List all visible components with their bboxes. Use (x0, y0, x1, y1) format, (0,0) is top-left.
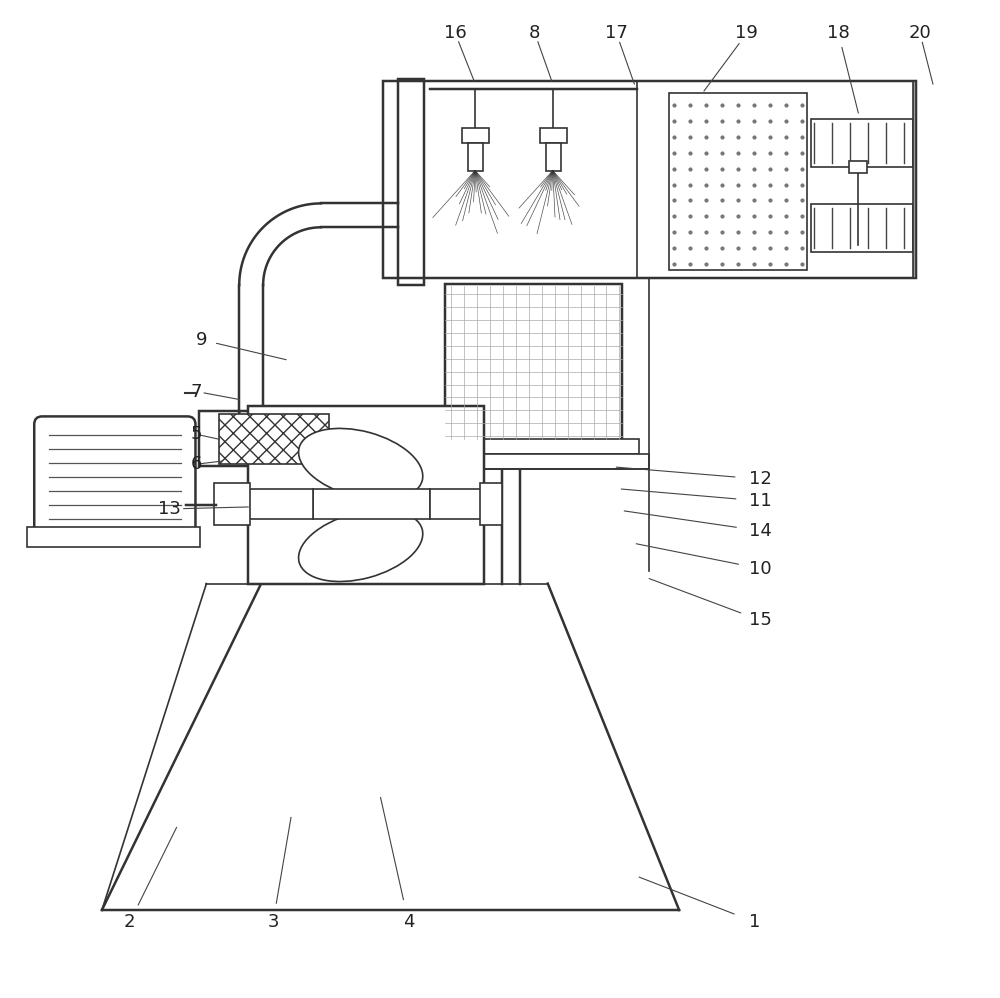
Bar (313, 489, 430, 519)
Bar (248, 406, 484, 584)
Bar (430, 489, 482, 519)
Text: 9: 9 (196, 330, 207, 348)
Text: 6: 6 (191, 455, 202, 473)
Bar (214, 483, 250, 525)
Bar (248, 489, 313, 519)
FancyBboxPatch shape (34, 416, 195, 539)
Text: 10: 10 (749, 560, 772, 578)
Text: 5: 5 (191, 425, 202, 443)
Text: 17: 17 (605, 24, 628, 42)
Bar (540, 128, 567, 143)
Bar (418, 454, 649, 469)
Bar (383, 81, 916, 278)
Text: 20: 20 (909, 24, 931, 42)
Text: 4: 4 (403, 913, 414, 931)
Text: 2: 2 (124, 913, 136, 931)
Text: 1: 1 (749, 913, 760, 931)
Bar (445, 284, 622, 441)
Bar (199, 411, 446, 466)
Bar (546, 143, 561, 171)
Bar (849, 161, 867, 173)
Ellipse shape (299, 428, 423, 500)
Bar (669, 93, 807, 270)
Text: 13: 13 (158, 500, 181, 518)
Text: 11: 11 (749, 492, 772, 510)
Text: 3: 3 (267, 913, 279, 931)
Bar (811, 205, 913, 252)
Bar (913, 81, 916, 278)
Text: 19: 19 (735, 24, 758, 42)
Text: 18: 18 (827, 24, 850, 42)
Bar (811, 119, 913, 167)
Text: 14: 14 (749, 522, 772, 540)
Text: 15: 15 (749, 612, 772, 630)
Bar (398, 79, 424, 285)
Bar (430, 439, 639, 454)
Text: 7: 7 (191, 382, 202, 400)
Ellipse shape (299, 510, 423, 582)
Text: 16: 16 (444, 24, 467, 42)
Bar (468, 143, 483, 171)
Bar (219, 414, 329, 464)
Text: 12: 12 (749, 470, 772, 488)
Text: 8: 8 (529, 24, 541, 42)
Bar (383, 81, 916, 278)
Bar (462, 128, 489, 143)
Bar (27, 527, 200, 547)
Bar (480, 483, 502, 525)
